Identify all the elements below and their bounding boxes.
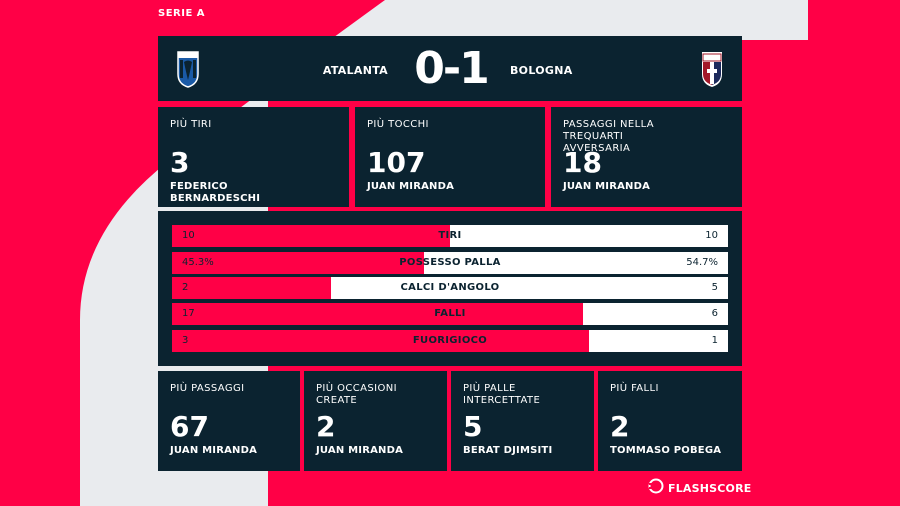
stat-label: PIÙ OCCASIONI CREATE [316, 383, 397, 406]
stat-value: 107 [367, 146, 426, 179]
home-share-bar [172, 330, 589, 352]
stat-player: TOMMASO POBEGA [610, 445, 722, 456]
home-share-bar [172, 225, 450, 247]
away-value: 5 [711, 282, 718, 293]
stat-player: JUAN MIRANDA [316, 445, 404, 456]
flashscore-logo-icon [648, 478, 664, 498]
stat-card-most-shots: PIÙ TIRI 3 FEDERICO BERNARDESCHI [158, 107, 349, 207]
stat-player: JUAN MIRANDA [367, 181, 455, 192]
stat-name: FALLI [434, 308, 466, 319]
home-value: 17 [182, 308, 195, 319]
away-value: 54.7% [686, 257, 718, 268]
scoreboard: ATALANTA 0-1 BOLOGNA [158, 36, 742, 101]
stat-value: 18 [563, 146, 602, 179]
away-team-name: BOLOGNA [510, 64, 573, 77]
stat-value: 3 [170, 146, 190, 179]
stat-value: 5 [463, 410, 483, 443]
league-title: SERIE A [158, 8, 206, 19]
stat-label: PIÙ PALLE INTERCETTATE [463, 383, 541, 406]
home-share-bar [172, 303, 583, 325]
team-comparison: 10 TIRI 10 45.3% POSSESSO PALLA 54.7% 2 … [158, 211, 742, 366]
stat-label: PIÙ TIRI [170, 119, 212, 130]
stat-card-final-third-passes: PASSAGGI NELLA TREQUARTI AVVERSARIA 18 J… [551, 107, 742, 207]
stat-player: JUAN MIRANDA [563, 181, 651, 192]
stat-label: PIÙ PASSAGGI [170, 383, 245, 394]
away-value: 6 [711, 308, 718, 319]
stat-name: POSSESSO PALLA [399, 257, 501, 268]
comparison-row-possession: 45.3% POSSESSO PALLA 54.7% [172, 252, 728, 274]
stat-card-most-interceptions: PIÙ PALLE INTERCETTATE 5 BERAT DJIMSITI [451, 371, 594, 471]
stat-player: JUAN MIRANDA [170, 445, 258, 456]
away-value: 1 [711, 335, 718, 346]
brand-name: FLASHSCORE [668, 481, 752, 495]
home-value: 3 [182, 335, 189, 346]
stat-card-most-passes: PIÙ PASSAGGI 67 JUAN MIRANDA [158, 371, 300, 471]
home-value: 45.3% [182, 257, 214, 268]
comparison-row-offsides: 3 FUORIGIOCO 1 [172, 330, 728, 352]
bologna-crest-icon [700, 50, 724, 88]
away-value: 10 [705, 230, 718, 241]
stat-player: FEDERICO BERNARDESCHI [170, 181, 261, 204]
stat-card-most-fouls: PIÙ FALLI 2 TOMMASO POBEGA [598, 371, 742, 471]
comparison-row-fouls: 17 FALLI 6 [172, 303, 728, 325]
atalanta-crest-icon [176, 50, 200, 88]
flashscore-brand: FLASHSCORE [648, 478, 752, 498]
stat-label: PIÙ FALLI [610, 383, 659, 394]
stat-value: 67 [170, 410, 209, 443]
stat-name: CALCI D'ANGOLO [400, 282, 500, 293]
stat-card-most-touches: PIÙ TOCCHI 107 JUAN MIRANDA [355, 107, 545, 207]
stat-label: PIÙ TOCCHI [367, 119, 429, 130]
home-team-name: ATALANTA [322, 64, 388, 77]
stat-card-most-chances: PIÙ OCCASIONI CREATE 2 JUAN MIRANDA [304, 371, 447, 471]
stat-label: PASSAGGI NELLA TREQUARTI AVVERSARIA [563, 119, 655, 154]
stat-name: FUORIGIOCO [412, 335, 488, 346]
match-score: 0-1 [414, 43, 490, 94]
stat-name: TIRI [438, 230, 462, 241]
stat-value: 2 [610, 410, 630, 443]
home-value: 10 [182, 230, 195, 241]
comparison-row-corners: 2 CALCI D'ANGOLO 5 [172, 277, 728, 299]
home-share-bar [172, 252, 424, 274]
stat-player: BERAT DJIMSITI [463, 445, 553, 456]
comparison-row-shots: 10 TIRI 10 [172, 225, 728, 247]
stat-value: 2 [316, 410, 336, 443]
home-share-bar [172, 277, 331, 299]
home-value: 2 [182, 282, 189, 293]
